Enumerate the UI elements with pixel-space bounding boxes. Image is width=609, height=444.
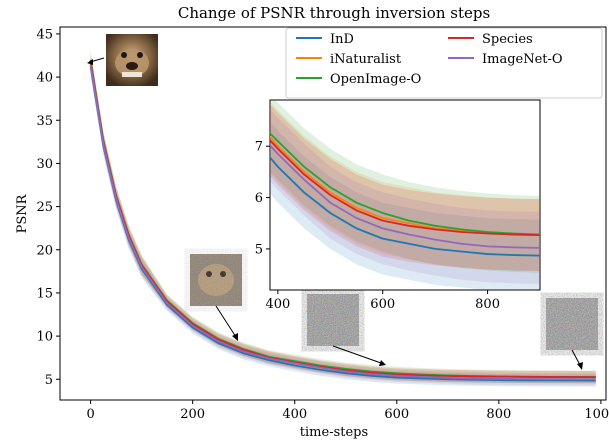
- inset-x-tick-label: 600: [370, 297, 395, 312]
- arrowhead-step-0: [87, 59, 93, 65]
- legend-box: [285, 27, 603, 99]
- inset-band-inaturalist: [270, 101, 540, 271]
- inset-line-openimage-o: [270, 132, 540, 236]
- arrowhead-step-990: [577, 362, 583, 370]
- y-tick-label: 5: [45, 373, 53, 388]
- legend-label-imagenet-o: ImageNet-O: [482, 52, 563, 67]
- inset-y-tick-label: 6: [255, 191, 263, 206]
- x-tick-label: 800: [486, 407, 511, 422]
- inset-series-lines: [270, 132, 540, 257]
- x-tick-label: 400: [282, 407, 307, 422]
- inset-x-tick-label: 400: [265, 297, 290, 312]
- inset-band-ind: [270, 121, 540, 290]
- chart-title: Change of PSNR through inversion steps: [178, 4, 490, 22]
- arrowhead-step-300: [232, 333, 238, 341]
- main-y-ticks: 5 10 15 20 25 30 35 40 45: [36, 27, 60, 388]
- y-tick-label: 15: [36, 286, 53, 301]
- y-tick-label: 20: [36, 243, 53, 258]
- y-tick-label: 30: [36, 157, 53, 172]
- thumbnail-step-600: [307, 294, 359, 346]
- inset-line-ind: [270, 156, 540, 257]
- legend: InD iNaturalist OpenImage-O Species ImageNet…: [285, 27, 603, 99]
- y-axis-label: PSNR: [15, 193, 30, 233]
- legend-label-species: Species: [482, 32, 533, 47]
- main-axes-frame: [59, 26, 607, 401]
- arrow-step-600: [332, 345, 382, 364]
- inset-x-ticks: 400 600 800: [265, 290, 500, 312]
- thumbnail-step-990: [546, 298, 598, 350]
- x-tick-label: 600: [384, 407, 409, 422]
- legend-label-openimage-o: OpenImage-O: [330, 72, 421, 87]
- inset-line-species: [270, 138, 540, 236]
- inset-y-tick-label: 7: [255, 140, 263, 155]
- thumbnail-step-0: [106, 34, 158, 86]
- arrowhead-step-600: [379, 360, 386, 366]
- inset-y-ticks: 5 6 7: [255, 140, 270, 257]
- thumbnail-step-300: [190, 254, 242, 306]
- inset-axes-frame: [269, 99, 541, 291]
- arrow-step-300: [215, 305, 237, 338]
- inset-band-species: [270, 104, 540, 271]
- x-tick-label: 0: [86, 407, 94, 422]
- inset-x-tick-label: 800: [475, 297, 500, 312]
- main-series-lines: [89, 59, 596, 382]
- legend-label-ind: InD: [330, 32, 354, 47]
- inset-y-tick-label: 5: [255, 242, 263, 257]
- inset-band-imagenet-o: [270, 109, 540, 284]
- main-line-imagenet-o: [89, 64, 596, 381]
- y-tick-label: 35: [36, 114, 53, 129]
- arrow-step-990: [571, 349, 581, 366]
- y-tick-label: 10: [36, 330, 53, 345]
- inset-line-imagenet-o: [270, 144, 540, 249]
- x-tick-label: 200: [180, 407, 205, 422]
- x-axis-label: time-steps: [300, 425, 368, 440]
- main-x-ticks: 0 200 400 600 800 1000: [86, 400, 609, 422]
- y-tick-label: 40: [36, 71, 53, 86]
- y-tick-label: 25: [36, 200, 53, 215]
- y-tick-label: 45: [36, 27, 53, 42]
- legend-label-inaturalist: iNaturalist: [330, 52, 402, 67]
- x-tick-label: 1000: [584, 407, 609, 422]
